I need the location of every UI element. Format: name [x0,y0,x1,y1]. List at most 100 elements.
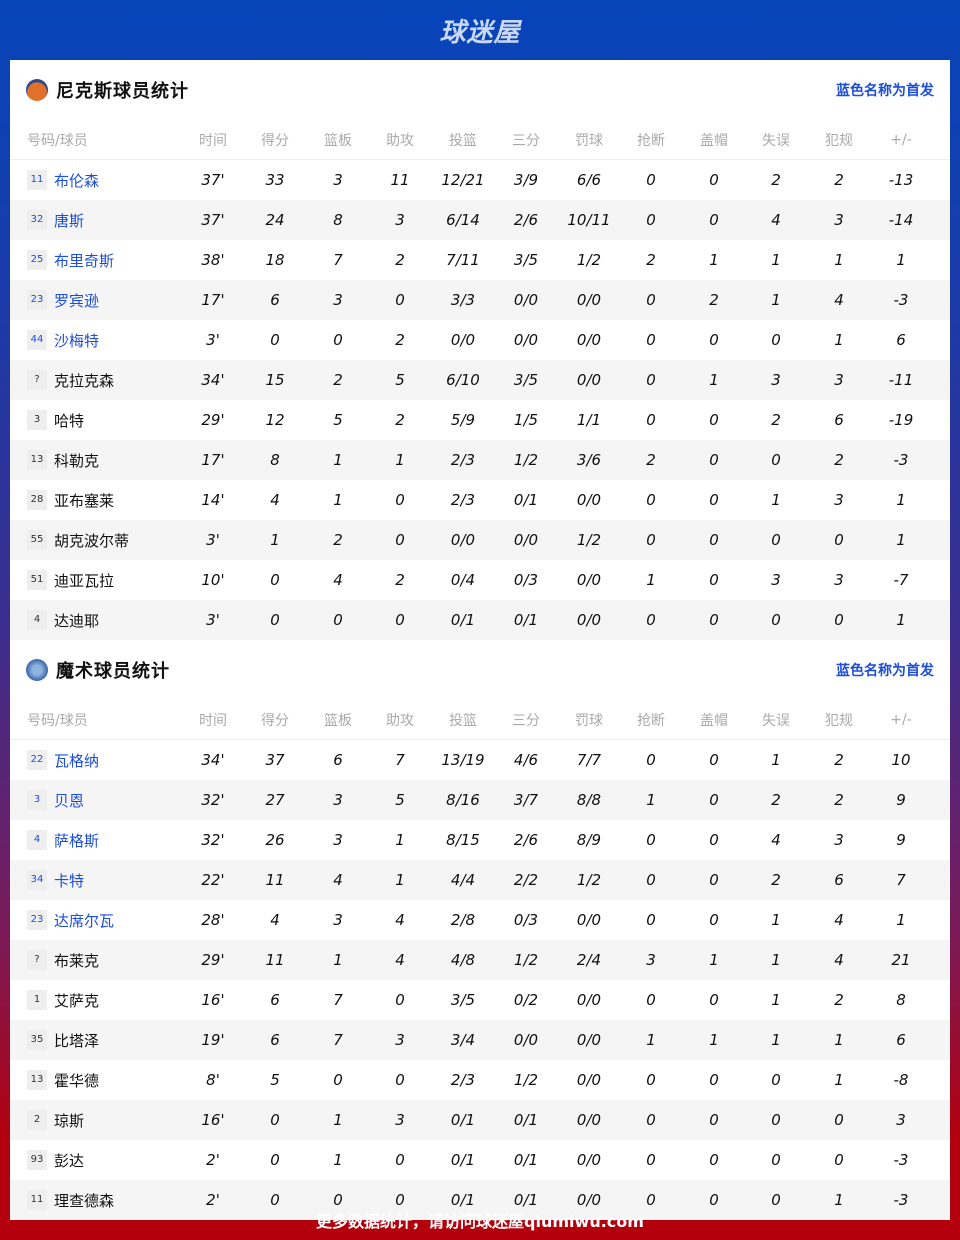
player-cell: 13 科勒克 [27,450,99,471]
player-cell: 11 布伦森 [27,170,99,191]
player-cell: 35 比塔泽 [27,1030,99,1051]
player-cell: 25 布里奇斯 [27,250,114,271]
stat-cell: 0 [333,1071,343,1089]
player-name[interactable]: 哈特 [54,411,85,430]
stat-cell: 24 [265,211,285,229]
stat-cell: 5 [270,1071,280,1089]
player-name[interactable]: 科勒克 [54,451,100,470]
jersey-number-badge: 23 [27,910,47,930]
player-name[interactable]: 唐斯 [54,211,85,230]
stat-cell: 2 [709,291,719,309]
stat-cell: 6 [333,751,343,769]
stat-cell: 4 [771,831,781,849]
stat-cell: 15 [265,371,285,389]
stat-cell: 2 [333,371,343,389]
stat-cell: 0 [395,531,405,549]
player-row[interactable]: 23 罗宾逊 17' 6 3 0 3/3 0/0 0/0 0 2 1 4 -3 [10,280,950,320]
stat-cell: 0 [709,991,719,1009]
player-name[interactable]: 彭达 [54,1151,85,1170]
player-row[interactable]: 55 胡克波尔蒂 3' 1 2 0 0/0 0/0 1/2 0 0 0 0 1 [10,520,950,560]
player-cell: 44 沙梅特 [27,330,99,351]
player-row[interactable]: 34 卡特 22' 11 4 1 4/4 2/2 1/2 0 0 2 6 7 [10,860,950,900]
stat-cell: 1 [834,1031,844,1049]
player-row[interactable]: 2 琼斯 16' 0 1 3 0/1 0/1 0/0 0 0 0 0 3 [10,1100,950,1140]
player-name[interactable]: 比塔泽 [54,1031,100,1050]
player-name[interactable]: 艾萨克 [54,991,100,1010]
stat-cell: 14' [201,491,225,509]
player-row[interactable]: 23 达席尔瓦 28' 4 3 4 2/8 0/3 0/0 0 0 1 4 1 [10,900,950,940]
jersey-number-badge: ? [27,370,47,390]
stat-cell: 3' [206,611,220,629]
section-title: 尼克斯球员统计 [56,81,189,102]
stat-cell: 0 [646,371,656,389]
player-row[interactable]: 44 沙梅特 3' 0 0 2 0/0 0/0 0/0 0 0 0 1 6 [10,320,950,360]
player-name[interactable]: 理查德森 [54,1191,115,1210]
player-row[interactable]: 51 迪亚瓦拉 10' 0 4 2 0/4 0/3 0/0 1 0 3 3 -7 [10,560,950,600]
stat-cell: -11 [888,371,914,389]
player-name[interactable]: 达席尔瓦 [54,911,115,930]
player-row[interactable]: ? 克拉克森 34' 15 2 5 6/10 3/5 0/0 0 1 3 3 -11 [10,360,950,400]
stat-cell: 7 [333,1031,343,1049]
stat-cell: 1 [896,911,906,929]
player-row[interactable]: 11 理查德森 2' 0 0 0 0/1 0/1 0/0 0 0 0 1 -3 [10,1180,950,1220]
stat-cell: 3/4 [450,1031,476,1049]
stat-cell: 1 [771,251,781,269]
stat-cell: 1 [333,451,343,469]
player-row[interactable]: 1 艾萨克 16' 6 7 0 3/5 0/2 0/0 0 0 1 2 8 [10,980,950,1020]
player-cell: 3 哈特 [27,410,84,431]
stat-cell: 2/6 [513,211,539,229]
player-row[interactable]: 22 瓦格纳 34' 37 6 7 13/19 4/6 7/7 0 0 1 2 10 [10,740,950,780]
stat-cell: 13/19 [441,751,485,769]
player-name[interactable]: 霍华德 [54,1071,100,1090]
player-row[interactable]: 13 科勒克 17' 8 1 1 2/3 1/2 3/6 2 0 0 2 -3 [10,440,950,480]
player-name[interactable]: 瓦格纳 [54,751,100,770]
stat-cell: 0 [709,1151,719,1169]
stat-cell: 4 [270,911,280,929]
player-row[interactable]: 4 达迪耶 3' 0 0 0 0/1 0/1 0/0 0 0 0 0 1 [10,600,950,640]
section-header: 魔术球员统计 蓝色名称为首发 [10,640,950,700]
player-row[interactable]: 35 比塔泽 19' 6 7 3 3/4 0/0 0/0 1 1 1 1 6 [10,1020,950,1060]
column-header: 时间 [199,712,227,729]
stat-cell: 1 [896,531,906,549]
player-name[interactable]: 亚布塞莱 [54,491,115,510]
player-name[interactable]: 沙梅特 [54,331,100,350]
player-name[interactable]: 罗宾逊 [54,291,100,310]
player-row[interactable]: 3 贝恩 32' 27 3 5 8/16 3/7 8/8 1 0 2 2 9 [10,780,950,820]
player-name[interactable]: 达迪耶 [54,611,100,630]
stat-cell: 5 [395,791,405,809]
stat-cell: 2/3 [450,1071,476,1089]
column-header: 盖帽 [700,132,728,149]
player-name[interactable]: 胡克波尔蒂 [54,531,130,550]
stat-cell: 8 [896,991,906,1009]
player-name[interactable]: 克拉克森 [54,371,115,390]
player-name[interactable]: 萨格斯 [54,831,100,850]
player-row[interactable]: 13 霍华德 8' 5 0 0 2/3 1/2 0/0 0 0 0 1 -8 [10,1060,950,1100]
player-row[interactable]: 32 唐斯 37' 24 8 3 6/14 2/6 10/11 0 0 4 3 -14 [10,200,950,240]
stat-cell: 3/5 [513,371,539,389]
player-row[interactable]: 3 哈特 29' 12 5 2 5/9 1/5 1/1 0 0 2 6 -19 [10,400,950,440]
player-name[interactable]: 布伦森 [54,171,100,190]
stat-cell: 11 [265,871,285,889]
player-name[interactable]: 布莱克 [54,951,100,970]
player-row[interactable]: 93 彭达 2' 0 1 0 0/1 0/1 0/0 0 0 0 0 -3 [10,1140,950,1180]
stat-cell: 0/0 [576,1031,602,1049]
stat-cell: 0 [834,531,844,549]
stat-cell: 1 [395,831,405,849]
player-row[interactable]: 11 布伦森 37' 33 3 11 12/21 3/9 6/6 0 0 2 2 -13 [10,160,950,200]
stat-cell: 0 [709,1111,719,1129]
player-row[interactable]: 25 布里奇斯 38' 18 7 2 7/11 3/5 1/2 2 1 1 1 1 [10,240,950,280]
player-row[interactable]: 28 亚布塞莱 14' 4 1 0 2/3 0/1 0/0 0 0 1 3 1 [10,480,950,520]
stat-cell: 6 [896,1031,906,1049]
stat-cell: 0 [646,411,656,429]
stat-cell: 7 [333,991,343,1009]
player-name[interactable]: 卡特 [54,871,85,890]
player-name[interactable]: 迪亚瓦拉 [54,571,115,590]
jersey-number-badge: 51 [27,570,47,590]
player-name[interactable]: 布里奇斯 [54,251,115,270]
player-name[interactable]: 琼斯 [54,1111,85,1130]
player-row[interactable]: ? 布莱克 29' 11 1 4 4/8 1/2 2/4 3 1 1 4 21 [10,940,950,980]
player-name[interactable]: 贝恩 [54,791,85,810]
player-row[interactable]: 4 萨格斯 32' 26 3 1 8/15 2/6 8/9 0 0 4 3 9 [10,820,950,860]
stat-cell: 0 [395,991,405,1009]
stat-cell: 0 [709,911,719,929]
